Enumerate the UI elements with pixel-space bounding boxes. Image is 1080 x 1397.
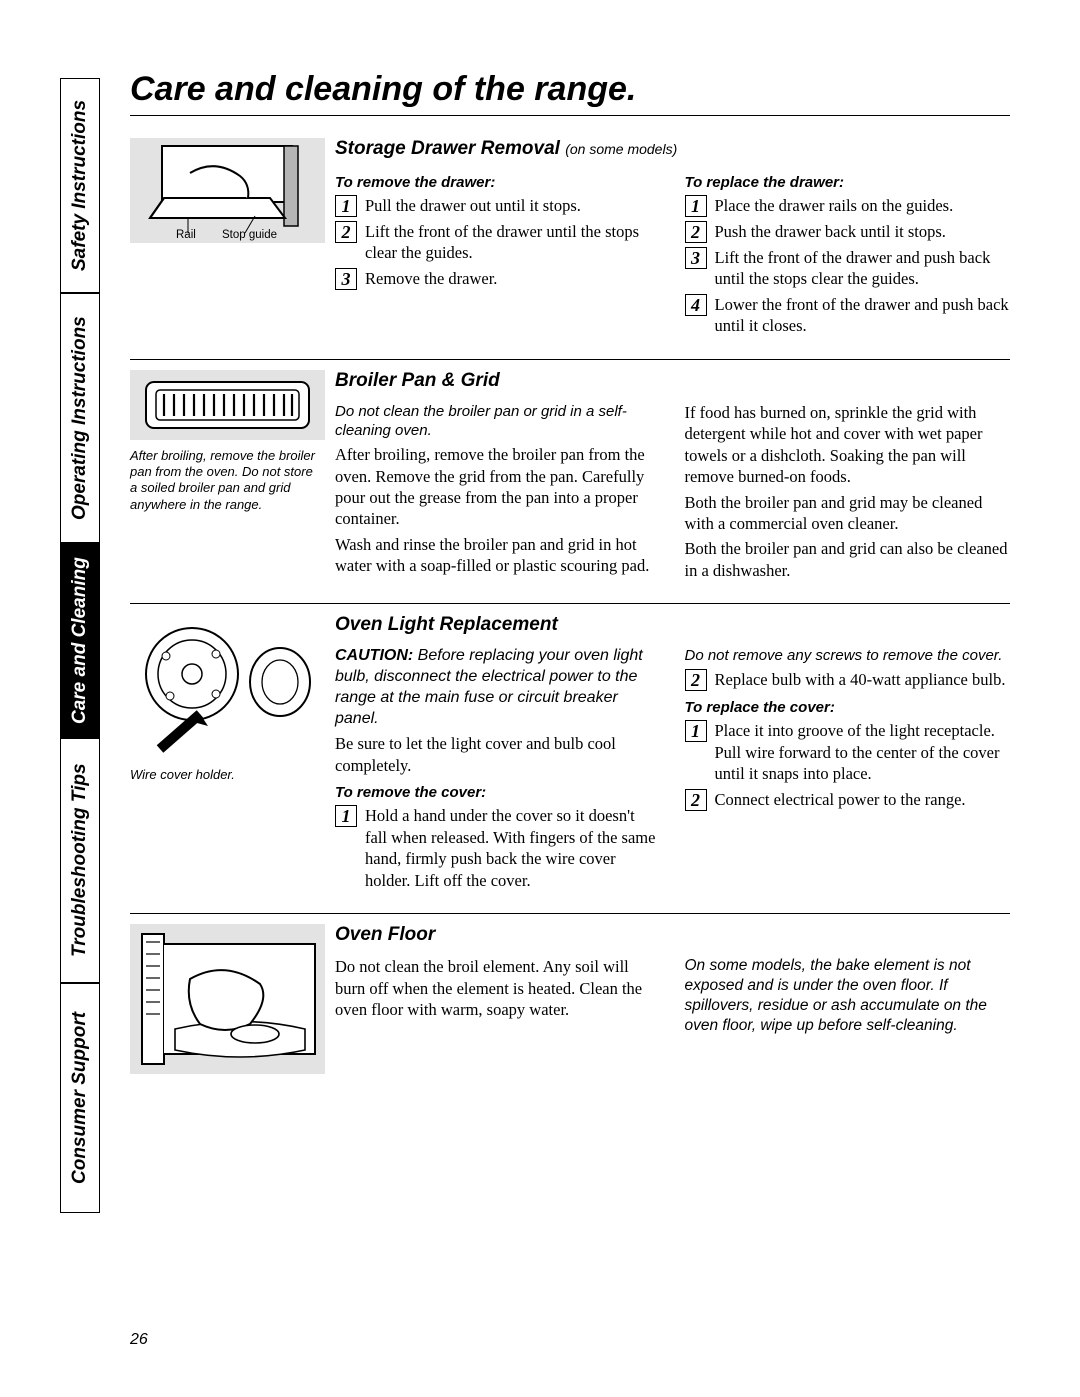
drawer-replace-step: 3 Lift the front of the drawer and push b… bbox=[685, 247, 1011, 290]
caution-label: CAUTION: bbox=[335, 647, 413, 664]
broiler-text: Both the broiler pan and grid can also b… bbox=[685, 538, 1011, 581]
drawer-heading: Storage Drawer Removal (on some models) bbox=[335, 138, 1010, 160]
step-number-icon: 3 bbox=[335, 268, 357, 290]
broiler-text: Wash and rinse the broiler pan and grid … bbox=[335, 534, 661, 577]
step-text: Hold a hand under the cover so it doesn'… bbox=[365, 805, 661, 891]
broiler-heading: Broiler Pan & Grid bbox=[335, 370, 1010, 392]
light-note: Do not remove any screws to remove the c… bbox=[685, 646, 1011, 665]
broiler-text: If food has burned on, sprinkle the grid… bbox=[685, 402, 1011, 488]
broiler-caption: After broiling, remove the broiler pan f… bbox=[130, 448, 323, 513]
light-text: Be sure to let the light cover and bulb … bbox=[335, 733, 661, 776]
tab-care: Care and Cleaning bbox=[60, 543, 100, 738]
side-tabs: Safety Instructions Operating Instructio… bbox=[60, 78, 100, 1228]
page-number: 26 bbox=[130, 1331, 148, 1349]
tab-safety: Safety Instructions bbox=[60, 78, 100, 293]
tab-operating: Operating Instructions bbox=[60, 293, 100, 543]
broiler-text: Both the broiler pan and grid may be cle… bbox=[685, 492, 1011, 535]
step-number-icon: 4 bbox=[685, 294, 707, 316]
drawer-replace-step: 4 Lower the front of the drawer and push … bbox=[685, 294, 1011, 337]
figure-broiler bbox=[130, 370, 325, 440]
step-number-icon: 2 bbox=[335, 221, 357, 243]
light-remove-step: 1 Hold a hand under the cover so it doesn… bbox=[335, 805, 661, 891]
section-floor: Oven Floor Do not clean the broil elemen… bbox=[130, 914, 1010, 1092]
drawer-remove-step: 2 Lift the front of the drawer until the … bbox=[335, 221, 661, 264]
drawer-replace-step: 2 Push the drawer back until it stops. bbox=[685, 221, 1011, 243]
drawer-replace-step: 1 Place the drawer rails on the guides. bbox=[685, 195, 1011, 217]
drawer-replace-heading: To replace the drawer: bbox=[685, 174, 1011, 191]
label-stop-guide: Stop guide bbox=[222, 229, 277, 241]
tab-trouble: Troubleshooting Tips bbox=[60, 738, 100, 983]
section-broiler: After broiling, remove the broiler pan f… bbox=[130, 360, 1010, 605]
step-number-icon: 1 bbox=[685, 720, 707, 742]
step-text: Lower the front of the drawer and push b… bbox=[715, 294, 1011, 337]
step-number-icon: 1 bbox=[685, 195, 707, 217]
drawer-remove-step: 1 Pull the drawer out until it stops. bbox=[335, 195, 661, 217]
step-text: Place it into groove of the light recept… bbox=[715, 720, 1011, 784]
step-number-icon: 2 bbox=[685, 669, 707, 691]
step-text: Place the drawer rails on the guides. bbox=[715, 195, 1011, 216]
light-caption: Wire cover holder. bbox=[130, 767, 323, 783]
drawer-remove-heading: To remove the drawer: bbox=[335, 174, 661, 191]
tab-support: Consumer Support bbox=[60, 983, 100, 1213]
figure-floor bbox=[130, 924, 325, 1074]
figure-drawer: Rail Stop guide bbox=[130, 138, 325, 243]
step-number-icon: 2 bbox=[685, 221, 707, 243]
step-text: Remove the drawer. bbox=[365, 268, 661, 289]
step-text: Push the drawer back until it stops. bbox=[715, 221, 1011, 242]
section-drawer: Rail Stop guide Storage Drawer Removal (… bbox=[130, 128, 1010, 360]
label-rail: Rail bbox=[176, 229, 196, 241]
step-number-icon: 3 bbox=[685, 247, 707, 269]
step-text: Connect electrical power to the range. bbox=[715, 789, 1011, 810]
light-replace-heading: To replace the cover: bbox=[685, 699, 1011, 716]
step-text: Replace bulb with a 40-watt appliance bu… bbox=[715, 669, 1011, 690]
light-caution: CAUTION: Before replacing your oven ligh… bbox=[335, 646, 661, 729]
page-title: Care and cleaning of the range. bbox=[130, 70, 1010, 116]
step-text: Lift the front of the drawer and push ba… bbox=[715, 247, 1011, 290]
drawer-remove-step: 3 Remove the drawer. bbox=[335, 268, 661, 290]
floor-note: On some models, the bake element is not … bbox=[685, 956, 1011, 1035]
step-text: Lift the front of the drawer until the s… bbox=[365, 221, 661, 264]
main-content: Care and cleaning of the range. Rail Sto bbox=[130, 70, 1010, 1092]
light-replace-step: 2 Connect electrical power to the range. bbox=[685, 789, 1011, 811]
step-number-icon: 1 bbox=[335, 195, 357, 217]
broiler-text: After broiling, remove the broiler pan f… bbox=[335, 444, 661, 530]
drawer-heading-text: Storage Drawer Removal bbox=[335, 138, 560, 159]
floor-heading: Oven Floor bbox=[335, 924, 1010, 946]
broiler-note: Do not clean the broiler pan or grid in … bbox=[335, 402, 661, 440]
light-heading: Oven Light Replacement bbox=[335, 614, 1010, 636]
step-text: Pull the drawer out until it stops. bbox=[365, 195, 661, 216]
step-number-icon: 2 bbox=[685, 789, 707, 811]
section-light: Wire cover holder. Oven Light Replacemen… bbox=[130, 604, 1010, 914]
light-replace-step: 1 Place it into groove of the light recep… bbox=[685, 720, 1011, 784]
figure-light bbox=[130, 614, 325, 759]
light-remove-heading: To remove the cover: bbox=[335, 784, 661, 801]
drawer-heading-sub: (on some models) bbox=[565, 141, 677, 157]
step-number-icon: 1 bbox=[335, 805, 357, 827]
floor-text: Do not clean the broil element. Any soil… bbox=[335, 956, 661, 1020]
light-step: 2 Replace bulb with a 40-watt appliance b… bbox=[685, 669, 1011, 691]
